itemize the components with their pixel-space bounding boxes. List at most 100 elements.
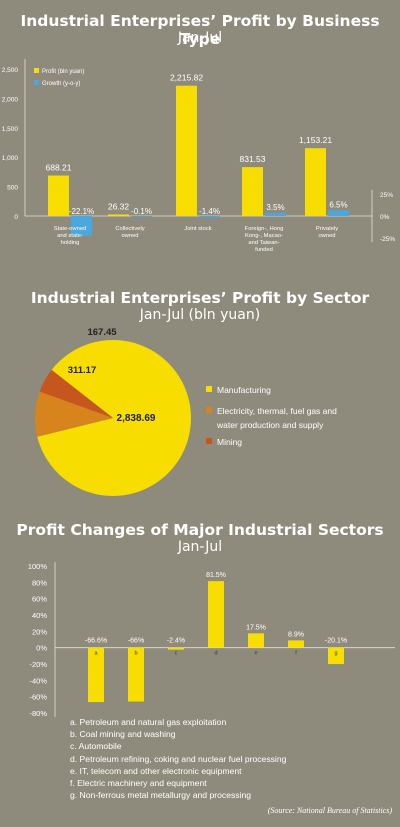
sector-key-item: a. Petroleum and natural gas exploitatio… (70, 717, 227, 727)
chart2-title: Industrial Enterprises’ Profit by Sector (30, 289, 370, 307)
pie-label-manufacturing: 2,838.69 (117, 413, 156, 424)
chart1-legend-label: Growth (y-o-y) (42, 81, 80, 87)
chart3-value-label: 81.5% (206, 572, 226, 579)
chart1-profit-bar (176, 85, 197, 217)
chart3-bar (208, 581, 224, 648)
sector-key-item: d. Petroleum refining, coking and nuclea… (70, 753, 287, 764)
chart1-category-label: Joint stock (184, 226, 211, 232)
chart1-legend-swatch (34, 68, 39, 73)
chart3-category-letter: b (134, 651, 137, 657)
chart1-profit-label: 26.32 (108, 201, 130, 211)
chart1-category-label: owned (121, 233, 138, 239)
chart1-growth-label: -1.4% (199, 207, 220, 216)
chart3-value-label: -20.1% (325, 638, 347, 645)
pie-legend-swatch (206, 438, 212, 444)
chart3-bar (168, 647, 184, 650)
chart1-growth-label: 6.5% (329, 200, 347, 209)
chart1-category-label: holding (61, 240, 80, 246)
chart1-profit-bar (305, 148, 326, 216)
chart1-profit-bar (108, 214, 129, 216)
chart3-value-label: -2.4% (167, 638, 185, 645)
source-note: (Source: National Bureau of Statistics) (267, 806, 392, 815)
chart1-y-tick: 2,500 (2, 67, 19, 74)
pie-legend-swatch (206, 407, 212, 413)
chart1-y-tick: 2,000 (2, 96, 19, 103)
chart1-category-label: Foreign-, Hong (245, 226, 284, 232)
chart1-profit-label: 2,215.82 (170, 73, 203, 83)
chart3-bar (288, 640, 304, 648)
chart2-subtitle: Jan-Jul (bln yuan) (139, 307, 261, 323)
chart1-profit-label: 688.21 (46, 163, 72, 173)
chart3-y-tick: -60% (29, 693, 47, 702)
pie-legend-label: Electricity, thermal, fuel gas and (217, 406, 337, 416)
profit-changes-chart: 100% 80% 60% 40% 20% 0% -20% -40% -60% -80% -66.6%… (28, 562, 395, 718)
chart1-subtitle: Jan-Jul (177, 30, 223, 46)
chart3-title: Profit Changes of Major Industrial Secto… (16, 521, 384, 539)
pie-slice (37, 339, 191, 496)
chart3-bar (248, 633, 264, 648)
chart3-category-letter: d (214, 651, 217, 657)
chart3-bar (328, 647, 344, 665)
chart3-category-letter: e (254, 651, 257, 657)
chart1-y-tick: 1,000 (2, 155, 19, 162)
chart1-profit-bar (48, 175, 69, 216)
pie-label-electricity: 311.17 (68, 365, 97, 376)
sector-key-item: f. Electric machinery and equipment (70, 778, 207, 789)
chart1-category-label: and Taiwan- (248, 240, 279, 246)
pie-label-mining: 167.45 (87, 327, 117, 338)
chart1-y2-tick: -25% (380, 236, 395, 243)
chart3-y-tick: 40% (32, 611, 47, 620)
chart3-y-tick: 20% (32, 627, 47, 636)
pie-slice (35, 391, 114, 437)
chart3-category-letter: f (295, 651, 297, 657)
chart1-growth-bar (328, 210, 349, 216)
chart3-y-tick: 80% (32, 578, 47, 587)
chart1-profit-bar (242, 167, 263, 216)
chart1-category-label: Collectively (115, 226, 144, 232)
pie-legend-swatch (206, 386, 212, 392)
chart1-category-label: owned (318, 233, 335, 239)
chart3-bar (88, 647, 104, 703)
business-type-chart: 2,500 2,000 1,500 1,000 500 0 25% 0% -25% Profit … (2, 59, 395, 253)
chart1-growth-label: 3.5% (266, 203, 284, 212)
chart1-category-label: State-owned (54, 226, 87, 232)
chart3-subtitle: Jan-Jul (177, 539, 223, 555)
chart1-y2-tick: 0% (380, 214, 390, 221)
chart1-legend-label: Profit (bln yuan) (42, 69, 84, 75)
chart3-y-tick: 0% (36, 644, 47, 653)
chart1-growth-bar (131, 216, 152, 217)
chart3-value-label: 17.5% (246, 624, 266, 631)
chart3-bar (128, 647, 144, 702)
pie-slice (39, 369, 113, 418)
sector-key-item: b. Coal mining and washing (70, 729, 176, 740)
chart1-y-tick: 500 (7, 185, 18, 192)
chart1-growth-bar (199, 216, 220, 218)
sector-key-item: g. Non-ferrous metal metallurgy and proc… (70, 790, 252, 801)
chart1-y-tick: 1,500 (2, 126, 19, 133)
chart1-title: Industrial Enterprises’ Profit by Busine… (20, 12, 380, 48)
chart3-y-tick: 60% (32, 595, 47, 604)
chart1-category-label: and state- (57, 233, 83, 239)
chart1-profit-label: 831.53 (240, 154, 266, 164)
chart3-y-tick: -40% (29, 676, 47, 685)
chart3-category-letter: a (94, 651, 98, 657)
pie-legend-label: Manufacturing (217, 385, 271, 395)
chart1-growth-label: -0.1% (131, 207, 152, 216)
chart3-value-label: -66% (128, 638, 144, 645)
chart3-y-tick: -80% (29, 709, 47, 718)
chart1-growth-bar (71, 216, 92, 236)
chart1-profit-label: 1,153.21 (299, 135, 332, 145)
chart1-category-label: funded (255, 247, 273, 253)
chart1-y-tick: 0 (14, 214, 18, 221)
chart1-growth-bar (265, 212, 286, 216)
chart1-y2-tick: 25% (380, 192, 393, 199)
sector-pie-chart: 2,838.69 311.17 167.45 Manufacturing Electri… (35, 327, 337, 496)
chart3-value-label: 8.9% (288, 631, 304, 638)
pie-legend-label: water production and supply (216, 420, 324, 430)
chart1-category-label: Privately (316, 226, 338, 232)
chart3-category-letter: c (175, 651, 178, 657)
sector-key-item: c. Automobile (70, 741, 122, 752)
chart1-growth-label: -22.1% (69, 207, 94, 216)
sector-key-list: a. Petroleum and natural gas exploitatio… (70, 716, 400, 801)
sector-key-item: e. IT, telecom and other electronic equi… (70, 765, 242, 776)
